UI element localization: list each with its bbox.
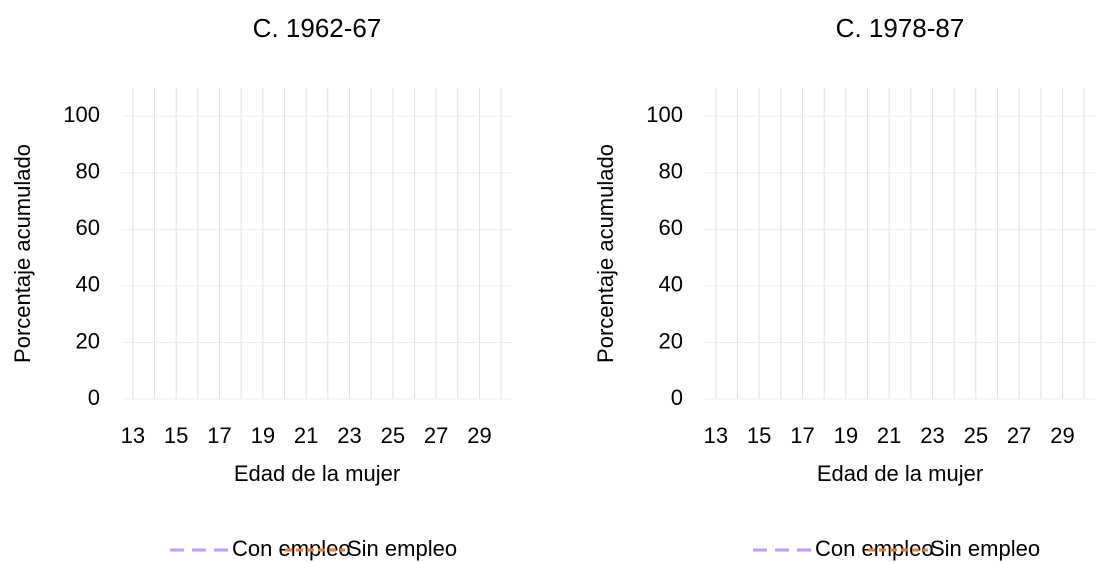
legend-label: Con empleo bbox=[815, 536, 934, 561]
y-axis-label: Porcentaje acumulado bbox=[593, 144, 618, 363]
legend-label: Sin empleo bbox=[930, 536, 1040, 561]
x-tick-label: 19 bbox=[251, 423, 275, 448]
x-tick-label: 21 bbox=[877, 423, 901, 448]
y-tick-label: 20 bbox=[76, 328, 100, 353]
y-tick-label: 80 bbox=[76, 159, 100, 184]
x-tick-label: 13 bbox=[704, 423, 728, 448]
x-tick-label: 17 bbox=[207, 423, 231, 448]
x-axis-label: Edad de la mujer bbox=[817, 461, 983, 486]
y-tick-label: 0 bbox=[88, 385, 100, 410]
x-tick-label: 29 bbox=[467, 423, 491, 448]
x-tick-label: 27 bbox=[1007, 423, 1031, 448]
legend-label: Sin empleo bbox=[347, 536, 457, 561]
x-tick-label: 21 bbox=[294, 423, 318, 448]
x-tick-label: 23 bbox=[337, 423, 361, 448]
y-tick-label: 100 bbox=[646, 102, 683, 127]
y-axis-label: Porcentaje acumulado bbox=[10, 144, 35, 363]
x-tick-label: 19 bbox=[834, 423, 858, 448]
x-tick-label: 27 bbox=[424, 423, 448, 448]
y-tick-label: 80 bbox=[659, 159, 683, 184]
y-tick-label: 20 bbox=[659, 328, 683, 353]
y-tick-label: 40 bbox=[76, 272, 100, 297]
x-axis-label: Edad de la mujer bbox=[234, 461, 400, 486]
chart-title: C. 1978-87 bbox=[836, 13, 965, 43]
y-tick-label: 40 bbox=[659, 272, 683, 297]
chart-title: C. 1962-67 bbox=[253, 13, 382, 43]
x-tick-label: 13 bbox=[121, 423, 145, 448]
x-tick-label: 25 bbox=[381, 423, 405, 448]
y-tick-label: 60 bbox=[659, 215, 683, 240]
legend-label: Con empleo bbox=[232, 536, 351, 561]
y-tick-label: 60 bbox=[76, 215, 100, 240]
x-tick-label: 23 bbox=[920, 423, 944, 448]
x-tick-label: 29 bbox=[1050, 423, 1074, 448]
x-tick-label: 25 bbox=[964, 423, 988, 448]
y-tick-label: 100 bbox=[63, 102, 100, 127]
y-tick-label: 0 bbox=[671, 385, 683, 410]
x-tick-label: 15 bbox=[164, 423, 188, 448]
x-tick-label: 17 bbox=[790, 423, 814, 448]
x-tick-label: 15 bbox=[747, 423, 771, 448]
